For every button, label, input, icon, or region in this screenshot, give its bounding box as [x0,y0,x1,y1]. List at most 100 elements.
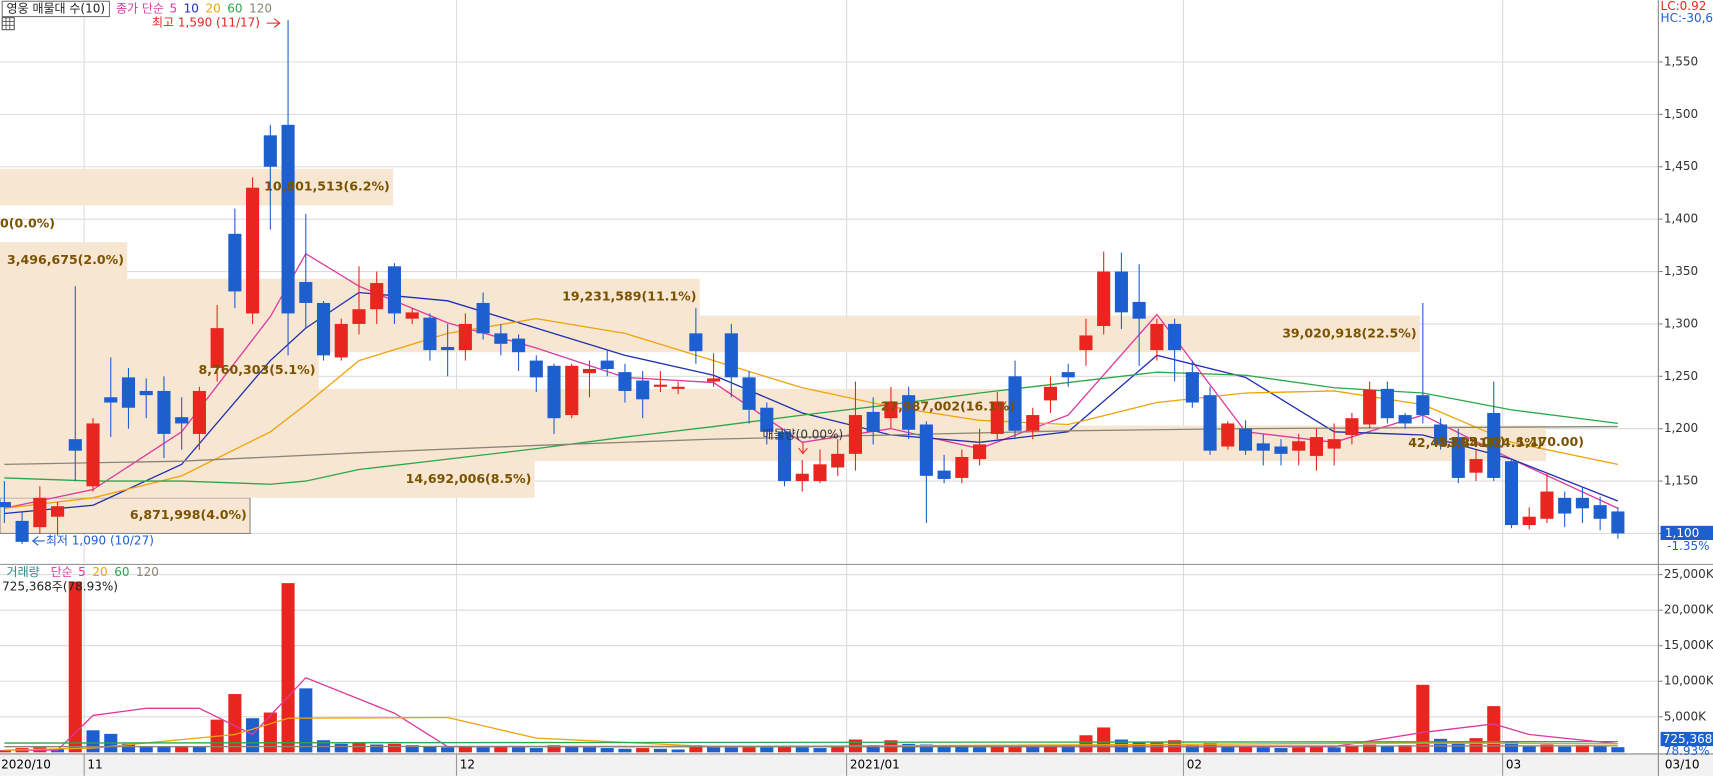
y-tick-label: 15,000K [1664,638,1713,652]
volume-profile-band [0,168,394,206]
volume-bar [121,743,136,753]
candle-body [405,312,419,319]
y-tick-label: 1,250 [1664,369,1698,383]
candle-body [1203,395,1217,451]
band-label: 39,020,918(22.5%) [1282,325,1416,340]
candle-body [777,431,792,482]
volume-bar [902,743,916,753]
candle-body [1221,423,1235,447]
candle-body [104,397,118,403]
candle-body [653,384,667,387]
candle-body [33,497,47,528]
volume-bar [512,747,526,753]
band-label: 19,231,589(11.1%) [562,289,696,304]
candle-body [636,380,650,400]
candle-body [494,333,508,344]
volume-bar [1043,745,1058,753]
last-price-label: 1,100 [1665,526,1699,540]
low-arrow [31,536,45,546]
candle-body [1522,516,1536,526]
band-layer [0,0,1546,535]
candle-body [1132,301,1146,319]
candle-body [1469,459,1483,473]
volume-bar [175,745,189,753]
volume-bar [334,743,348,753]
volume-bar [1504,741,1519,753]
volume-bar [1203,743,1217,753]
volume-bar [228,694,242,753]
volume-bar [1008,745,1022,753]
volume-bar [1398,745,1412,753]
x-axis-strip [0,753,1713,776]
candle-body [68,439,82,451]
lc-label: LC:0.92 [1661,0,1707,13]
candle-body [51,506,65,517]
candle-body [1061,372,1075,378]
legend-entry: 5 [169,1,177,15]
x-tick-label: 03 [1506,757,1521,771]
volume-bar [1487,706,1501,753]
volume-bar [1611,747,1625,753]
band-label: 6,871,998(4.0%) [130,507,247,522]
volume-bar [0,750,11,753]
volume-bar [1309,746,1324,753]
x-tick-label: 11 [87,757,102,771]
volume-bar [387,743,402,753]
candle-body [529,360,543,378]
candle-body [795,473,809,482]
volume-bar [707,746,721,753]
high-annotation: 최고 1,590 (11/17) [152,16,260,30]
candle-body [1416,395,1430,416]
legend-label: 거래량 [7,565,40,579]
candle-body [512,338,526,353]
candle-body [866,411,880,432]
candle-body [848,415,863,454]
grid-icon[interactable] [1,17,15,31]
volume-bar [192,746,206,753]
candle-body [1079,335,1093,351]
volume-bar [1540,744,1554,753]
candle-body [760,407,774,432]
x-tick-label: 12 [460,757,475,771]
volume-bar [600,748,614,753]
candle-body [600,360,614,369]
price-annotation: 1,205.00) [1438,434,1506,449]
volume-profile-band [0,352,319,389]
candle-body [1256,443,1270,451]
volume-bar [955,746,969,753]
candle-body [707,378,721,382]
volume-bar [618,748,632,753]
volume-bar [1256,747,1270,753]
candle-body [1363,389,1377,425]
last-volume-label: 725,368 [1663,732,1713,746]
candle-body [299,282,313,303]
volume-bar [370,744,384,753]
candle-body [0,502,11,508]
volume-bar [139,745,153,753]
candle-body [423,317,437,351]
legend-label: 영웅 매물대 수(10) [7,1,106,15]
volume-bar [937,745,951,753]
candle-body [246,187,260,314]
volume-bar [423,746,437,753]
band-label: 27,987,002(16.1%) [881,399,1015,414]
volume-bar [1416,684,1430,753]
candle-body [937,470,951,479]
volume-bar [760,747,774,753]
candle-body [1274,446,1288,454]
candle-body [157,390,171,434]
volume-bar [582,747,597,753]
legend-entry: 20 [92,565,107,579]
volume-bar [795,747,809,753]
change-label: -1.35% [1667,539,1709,553]
band-label: 42,483,841(24.5%) [1408,435,1542,450]
candle-body [919,424,933,476]
candle-body [228,233,242,292]
candle-body [902,395,916,430]
y-tick-label: 20,000K [1664,603,1713,617]
candle-body [990,401,1004,434]
candle-body [1487,412,1501,478]
y-tick-label: 1,300 [1664,316,1698,330]
volume-bar [405,745,419,753]
